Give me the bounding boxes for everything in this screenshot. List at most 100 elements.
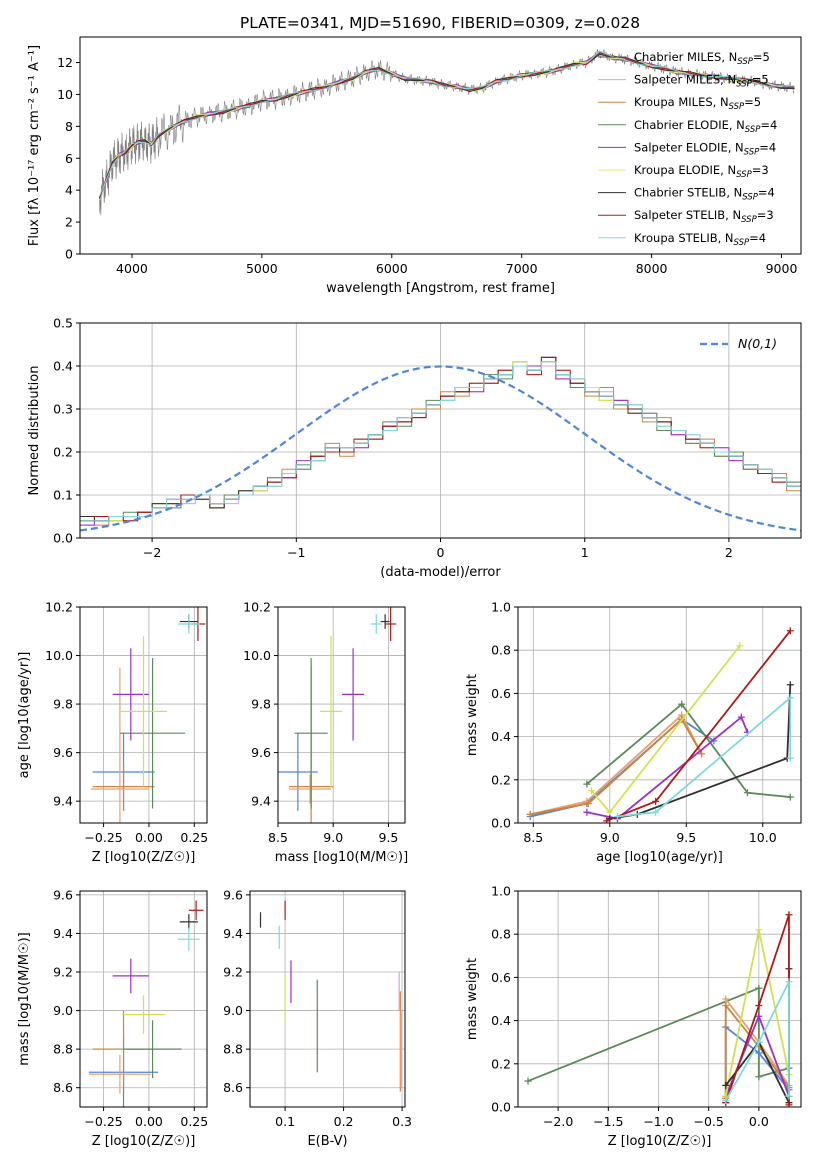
chart-residuals: N(0,1) −2 −1 0 1 2 0.0 0.1 0.2 0.3 0.4 0.5 (data-mod… bbox=[27, 316, 802, 580]
weight-marker bbox=[786, 681, 794, 689]
y-axis-label: mass [log10(M/M☉)] bbox=[17, 932, 32, 1065]
x-tick-label: 4000 bbox=[116, 261, 148, 276]
weight-marker bbox=[755, 1001, 763, 1009]
y-tick-label: 0.6 bbox=[491, 686, 511, 701]
weight-line bbox=[530, 713, 703, 816]
y-tick-label: 4 bbox=[65, 183, 73, 198]
y-tick-label: 0.2 bbox=[53, 445, 73, 460]
figure-title: PLATE=0341, MJD=51690, FIBERID=0309, z=0… bbox=[240, 14, 640, 32]
weight-marker bbox=[743, 789, 751, 797]
y-tick-label: 0.5 bbox=[53, 316, 73, 331]
legend-label-prefix: Chabrier STELIB, N bbox=[634, 186, 742, 200]
x-tick-label: 8.5 bbox=[268, 830, 288, 845]
axes-frame bbox=[79, 36, 802, 255]
weight-marker bbox=[785, 978, 793, 986]
axes-frame bbox=[249, 890, 406, 1108]
y-tick-label: 9.6 bbox=[53, 745, 73, 760]
legend-label-sub: SSP bbox=[741, 215, 757, 225]
legend-label-sub: SSP bbox=[729, 102, 745, 112]
x-tick-label: 9.5 bbox=[378, 830, 398, 845]
x-axis-label: (data-model)/error bbox=[380, 565, 501, 580]
x-tick-label: 9.5 bbox=[676, 830, 696, 845]
legend-label: Chabrier STELIB, NSSP=4 bbox=[634, 186, 775, 203]
x-tick-label: 0.1 bbox=[275, 1114, 295, 1129]
legend-label: Salpeter STELIB, NSSP=3 bbox=[634, 208, 774, 225]
x-tick-label: −0.25 bbox=[84, 1114, 122, 1129]
y-tick-label: 0.4 bbox=[491, 1013, 511, 1028]
x-tick-label: 2 bbox=[725, 545, 733, 560]
weight-marker bbox=[722, 995, 730, 1003]
y-tick-label: 10.0 bbox=[45, 648, 73, 663]
x-axis-label: mass [log10(M/M☉)] bbox=[275, 850, 408, 865]
y-tick-label: 9.8 bbox=[251, 697, 271, 712]
weight-line bbox=[586, 702, 791, 798]
chart-mass-vs-z: −0.25 0.00 0.25 8.6 8.8 9.0 9.2 9.4 9.6 Z [log10(… bbox=[17, 887, 208, 1149]
legend-label-sub: SSP bbox=[734, 238, 750, 248]
weight-marker bbox=[755, 984, 763, 992]
legend-label: Chabrier ELODIE, NSSP=4 bbox=[634, 118, 777, 135]
weight-marker bbox=[755, 926, 763, 934]
weight-marker bbox=[678, 700, 686, 708]
legend-label-prefix: Chabrier MILES, N bbox=[634, 50, 737, 64]
legend-label-suffix: =4 bbox=[759, 140, 776, 154]
legend-label-sub: SSP bbox=[744, 147, 760, 157]
weight-marker bbox=[785, 911, 793, 919]
chart-mass-weight-vs-z: −2.0 −1.5 −1.0 −0.5 0.0 0.0 0.2 0.4 0.6 0.8 1.0 Z [… bbox=[465, 884, 802, 1149]
y-tick-label: 0.3 bbox=[53, 402, 73, 417]
weight-marker bbox=[603, 817, 611, 823]
weight-line bbox=[617, 695, 792, 818]
x-tick-label: −0.25 bbox=[84, 830, 122, 845]
weight-marker bbox=[524, 1077, 532, 1085]
x-tick-label: 5000 bbox=[246, 261, 278, 276]
weight-marker bbox=[786, 627, 794, 635]
x-axis-label: wavelength [Angstrom, rest frame] bbox=[326, 281, 555, 296]
weight-marker bbox=[785, 1092, 793, 1100]
x-axis-label: Z [log10(Z/Z☉)] bbox=[608, 1134, 712, 1149]
chart-age-vs-z: −0.25 0.00 0.25 9.4 9.6 9.8 10.0 10.2 Z [log10(Z… bbox=[17, 600, 208, 866]
y-tick-label: 9.6 bbox=[53, 887, 73, 902]
spectrum-model-line bbox=[99, 54, 795, 199]
legend-label: Salpeter MILES, NSSP=5 bbox=[634, 73, 769, 90]
legend-label-prefix: Kroupa STELIB, N bbox=[634, 231, 734, 245]
x-tick-label: 7000 bbox=[506, 261, 538, 276]
x-tick-label: 6000 bbox=[376, 261, 408, 276]
y-tick-label: 9.4 bbox=[53, 926, 73, 941]
y-tick-label: 6 bbox=[65, 151, 73, 166]
legend-label-sub: SSP bbox=[745, 125, 761, 135]
y-tick-label: 8.8 bbox=[223, 1042, 243, 1057]
weight-marker bbox=[583, 780, 591, 788]
y-tick-label: 0.4 bbox=[491, 729, 511, 744]
weight-marker bbox=[722, 1097, 730, 1105]
y-tick-label: 10.2 bbox=[45, 600, 73, 615]
y-tick-label: 0 bbox=[65, 247, 73, 262]
spectrum-model-line bbox=[99, 50, 795, 197]
y-tick-label: 10.2 bbox=[243, 600, 271, 615]
y-tick-label: 9.0 bbox=[223, 1003, 243, 1018]
weight-line bbox=[530, 717, 703, 816]
y-tick-label: 0.0 bbox=[491, 816, 511, 831]
plot-area bbox=[80, 891, 207, 1107]
plot-area bbox=[518, 891, 801, 1107]
x-tick-label: 8.5 bbox=[523, 830, 543, 845]
weight-line bbox=[724, 1002, 790, 1099]
weight-marker bbox=[755, 1049, 763, 1057]
axes-frame bbox=[517, 890, 802, 1108]
y-tick-label: 8.6 bbox=[223, 1080, 243, 1095]
weight-marker bbox=[785, 1101, 793, 1107]
axes-frame bbox=[277, 606, 406, 824]
x-tick-label: −2 bbox=[143, 545, 161, 560]
weight-marker bbox=[613, 813, 621, 821]
y-tick-label: 10 bbox=[57, 87, 73, 102]
x-tick-label: 0.00 bbox=[135, 1114, 163, 1129]
y-tick-label: 12 bbox=[57, 55, 73, 70]
legend-label-suffix: =5 bbox=[752, 73, 769, 87]
weight-marker bbox=[737, 713, 745, 721]
y-tick-label: 1.0 bbox=[491, 600, 511, 615]
weight-marker bbox=[722, 1001, 730, 1009]
y-tick-label: 9.4 bbox=[53, 794, 73, 809]
legend-label-prefix: Salpeter STELIB, N bbox=[634, 208, 741, 222]
weight-marker bbox=[722, 1081, 730, 1089]
legend-label-prefix: Kroupa MILES, N bbox=[634, 95, 729, 109]
chart-age-vs-mass: 8.5 9.0 9.5 9.4 9.6 9.8 10.0 10.2 mass [log10(M/… bbox=[243, 600, 408, 866]
legend-label-sub: SSP bbox=[742, 193, 758, 203]
